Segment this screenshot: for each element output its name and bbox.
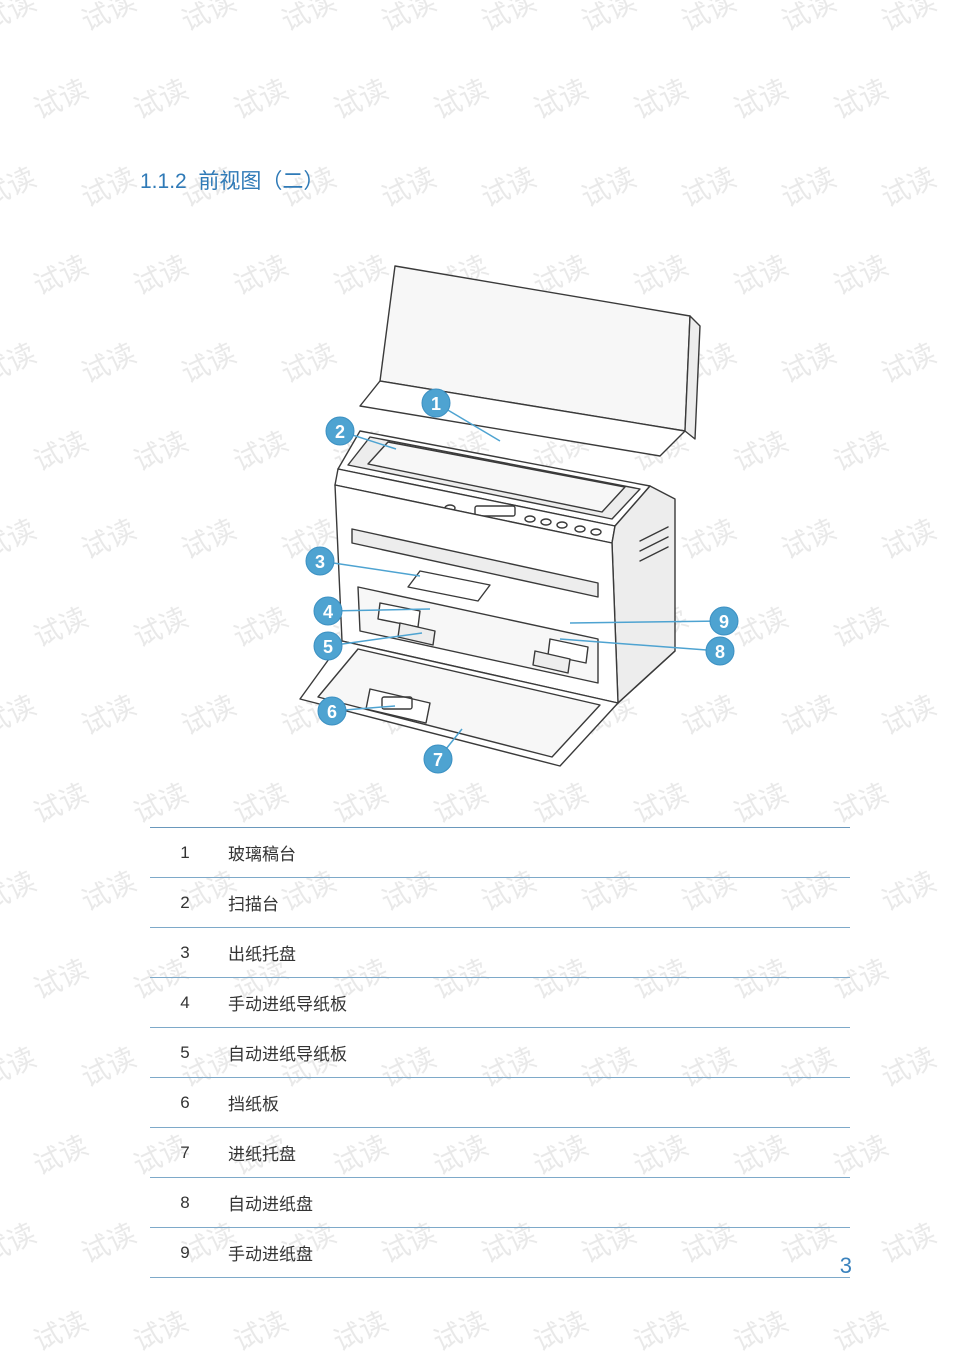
table-row: 6挡纸板 — [150, 1078, 850, 1128]
part-label: 玻璃稿台 — [220, 828, 850, 878]
heading-number: 1.1.2 — [140, 170, 187, 193]
table-row: 5自动进纸导纸板 — [150, 1028, 850, 1078]
part-number: 7 — [150, 1128, 220, 1178]
callout-number: 3 — [315, 552, 325, 572]
part-label: 挡纸板 — [220, 1078, 850, 1128]
part-label: 出纸托盘 — [220, 928, 850, 978]
section-heading: 1.1.2 前视图（二） — [140, 165, 860, 195]
callout-number: 7 — [433, 750, 443, 770]
callout-number: 8 — [715, 642, 725, 662]
heading-title: 前视图（二） — [198, 170, 324, 193]
part-label: 扫描台 — [220, 878, 850, 928]
part-label: 自动进纸盘 — [220, 1178, 850, 1228]
part-number: 5 — [150, 1028, 220, 1078]
callout-number: 5 — [323, 637, 333, 657]
part-label: 手动进纸盘 — [220, 1228, 850, 1278]
part-number: 4 — [150, 978, 220, 1028]
part-number: 3 — [150, 928, 220, 978]
table-row: 4手动进纸导纸板 — [150, 978, 850, 1028]
callout-number: 9 — [719, 612, 729, 632]
part-label: 自动进纸导纸板 — [220, 1028, 850, 1078]
part-number: 6 — [150, 1078, 220, 1128]
callout-number: 2 — [335, 422, 345, 442]
table-row: 9手动进纸盘 — [150, 1228, 850, 1278]
part-number: 1 — [150, 828, 220, 878]
table-row: 3出纸托盘 — [150, 928, 850, 978]
callout-number: 4 — [323, 602, 333, 622]
page-content: 1.1.2 前视图（二） — [0, 0, 960, 1338]
table-row: 8自动进纸盘 — [150, 1178, 850, 1228]
part-number: 2 — [150, 878, 220, 928]
printer-diagram: 1 2 3 4 5 6 7 8 9 — [220, 231, 780, 801]
table-row: 1玻璃稿台 — [150, 828, 850, 878]
table-row: 2扫描台 — [150, 878, 850, 928]
callout-number: 6 — [327, 702, 337, 722]
callout-number: 1 — [431, 394, 441, 414]
parts-table: 1玻璃稿台2扫描台3出纸托盘4手动进纸导纸板5自动进纸导纸板6挡纸板7进纸托盘8… — [150, 827, 850, 1278]
part-number: 8 — [150, 1178, 220, 1228]
part-label: 手动进纸导纸板 — [220, 978, 850, 1028]
table-row: 7进纸托盘 — [150, 1128, 850, 1178]
part-number: 9 — [150, 1228, 220, 1278]
part-label: 进纸托盘 — [220, 1128, 850, 1178]
